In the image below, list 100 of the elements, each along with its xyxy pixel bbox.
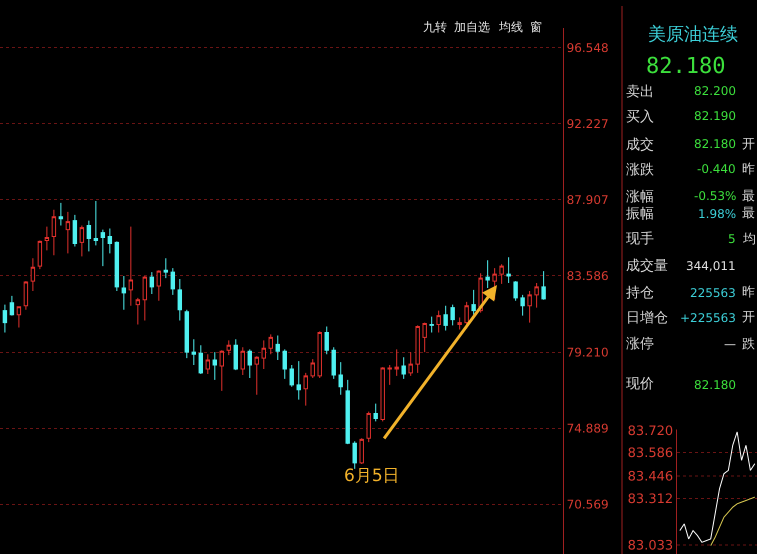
- y-tick-label: 70.569: [566, 498, 609, 512]
- candlestick: [450, 304, 455, 326]
- text: 昨: [742, 162, 755, 177]
- candlestick: [212, 352, 217, 380]
- candlestick: [2, 304, 8, 333]
- candlestick: [254, 356, 259, 396]
- candlestick: [310, 358, 315, 378]
- y-tick-label: 83.446: [628, 470, 674, 485]
- candlestick: [94, 200, 98, 246]
- candlestick: [58, 202, 64, 226]
- candlestick: [429, 316, 434, 333]
- candlestick: [380, 366, 385, 422]
- text: 成交: [626, 137, 654, 153]
- candlestick: [80, 225, 84, 257]
- text: 涨跌: [626, 162, 654, 178]
- text: —: [724, 337, 736, 351]
- candlestick: [72, 214, 78, 247]
- text: 成交量: [626, 258, 668, 274]
- candlestick: [150, 272, 154, 294]
- candlestick: [499, 264, 504, 284]
- candlestick: [66, 211, 70, 254]
- text: -0.440: [697, 162, 736, 176]
- annotation: 加自选: [454, 20, 490, 34]
- text: 开: [742, 310, 755, 325]
- candlestick: [164, 258, 168, 279]
- candlestick: [324, 326, 329, 355]
- candlestick: [262, 340, 266, 370]
- candlestick: [513, 280, 518, 302]
- candlestick: [408, 352, 413, 376]
- candlestick: [527, 290, 532, 324]
- candlestick: [394, 348, 399, 376]
- candlestick: [86, 220, 92, 252]
- candlestick: [108, 228, 112, 254]
- y-tick-label: 83.586: [566, 268, 609, 283]
- candlestick: [136, 297, 140, 326]
- candlestick: [534, 282, 539, 308]
- candlestick: [520, 294, 525, 316]
- candlestick: [332, 346, 336, 380]
- y-tick-label: 83.586: [628, 446, 674, 462]
- candlestick: [457, 317, 462, 330]
- text: +225563: [680, 311, 736, 325]
- text: 82.180: [694, 378, 736, 392]
- candlestick: [206, 354, 210, 374]
- candlestick: [282, 348, 287, 380]
- candlestick: [338, 362, 343, 396]
- candlestick: [346, 379, 350, 445]
- candlestick: [290, 364, 294, 388]
- candlestick: [100, 229, 106, 267]
- candlestick: [128, 226, 134, 306]
- text: 82.200: [694, 84, 736, 98]
- candlestick: [192, 338, 196, 366]
- candlestick: [443, 305, 448, 332]
- y-tick-label: 96.548: [566, 40, 609, 55]
- candlestick: [471, 289, 476, 316]
- text: 涨停: [626, 336, 654, 352]
- y-tick-label: 83.720: [628, 424, 674, 439]
- candlestick: [240, 346, 245, 376]
- candlestick: [234, 338, 238, 371]
- text: 1.98%: [698, 207, 736, 221]
- candlestick: [156, 270, 162, 302]
- y-tick-label: 74.889: [566, 422, 609, 436]
- candlestick: [401, 356, 406, 380]
- text: 涨幅: [626, 189, 654, 205]
- line-series: [710, 496, 756, 546]
- text: 344,011: [686, 259, 736, 273]
- y-tick-label: 87.907: [566, 192, 609, 207]
- y-tick-label: 83.312: [628, 492, 674, 508]
- candlestick: [541, 270, 546, 300]
- line-series: [679, 431, 756, 543]
- candlestick: [304, 372, 308, 406]
- y-tick-label: 79.210: [566, 346, 609, 360]
- candlestick: [360, 438, 364, 464]
- text: 5: [728, 232, 736, 246]
- candlestick: [485, 260, 490, 288]
- candlestick: [352, 440, 357, 470]
- candlestick: [373, 403, 378, 422]
- candlestick: [44, 226, 50, 251]
- candlestick: [506, 256, 511, 284]
- candlestick: [387, 364, 392, 386]
- candlestick: [170, 268, 176, 296]
- text: 最: [742, 206, 755, 221]
- candlestick: [492, 268, 497, 300]
- candlestick: [318, 330, 322, 378]
- text: 82.180: [694, 137, 736, 151]
- text: 82.180: [646, 54, 726, 79]
- text: 昨: [742, 285, 755, 300]
- text: 现价: [626, 376, 654, 392]
- candlestick: [30, 258, 36, 292]
- candlestick: [276, 334, 280, 361]
- candlestick: [268, 334, 273, 355]
- candlestick: [220, 350, 224, 392]
- candlestick: [415, 324, 420, 374]
- candlestick: [248, 348, 252, 378]
- candlestick: [436, 310, 441, 333]
- text: 均: [742, 232, 756, 247]
- candlestick: [10, 295, 14, 316]
- candlestick: [178, 278, 182, 321]
- annotation: 6月5日: [344, 466, 400, 486]
- candlestick: [226, 340, 231, 356]
- candlestick: [16, 306, 22, 328]
